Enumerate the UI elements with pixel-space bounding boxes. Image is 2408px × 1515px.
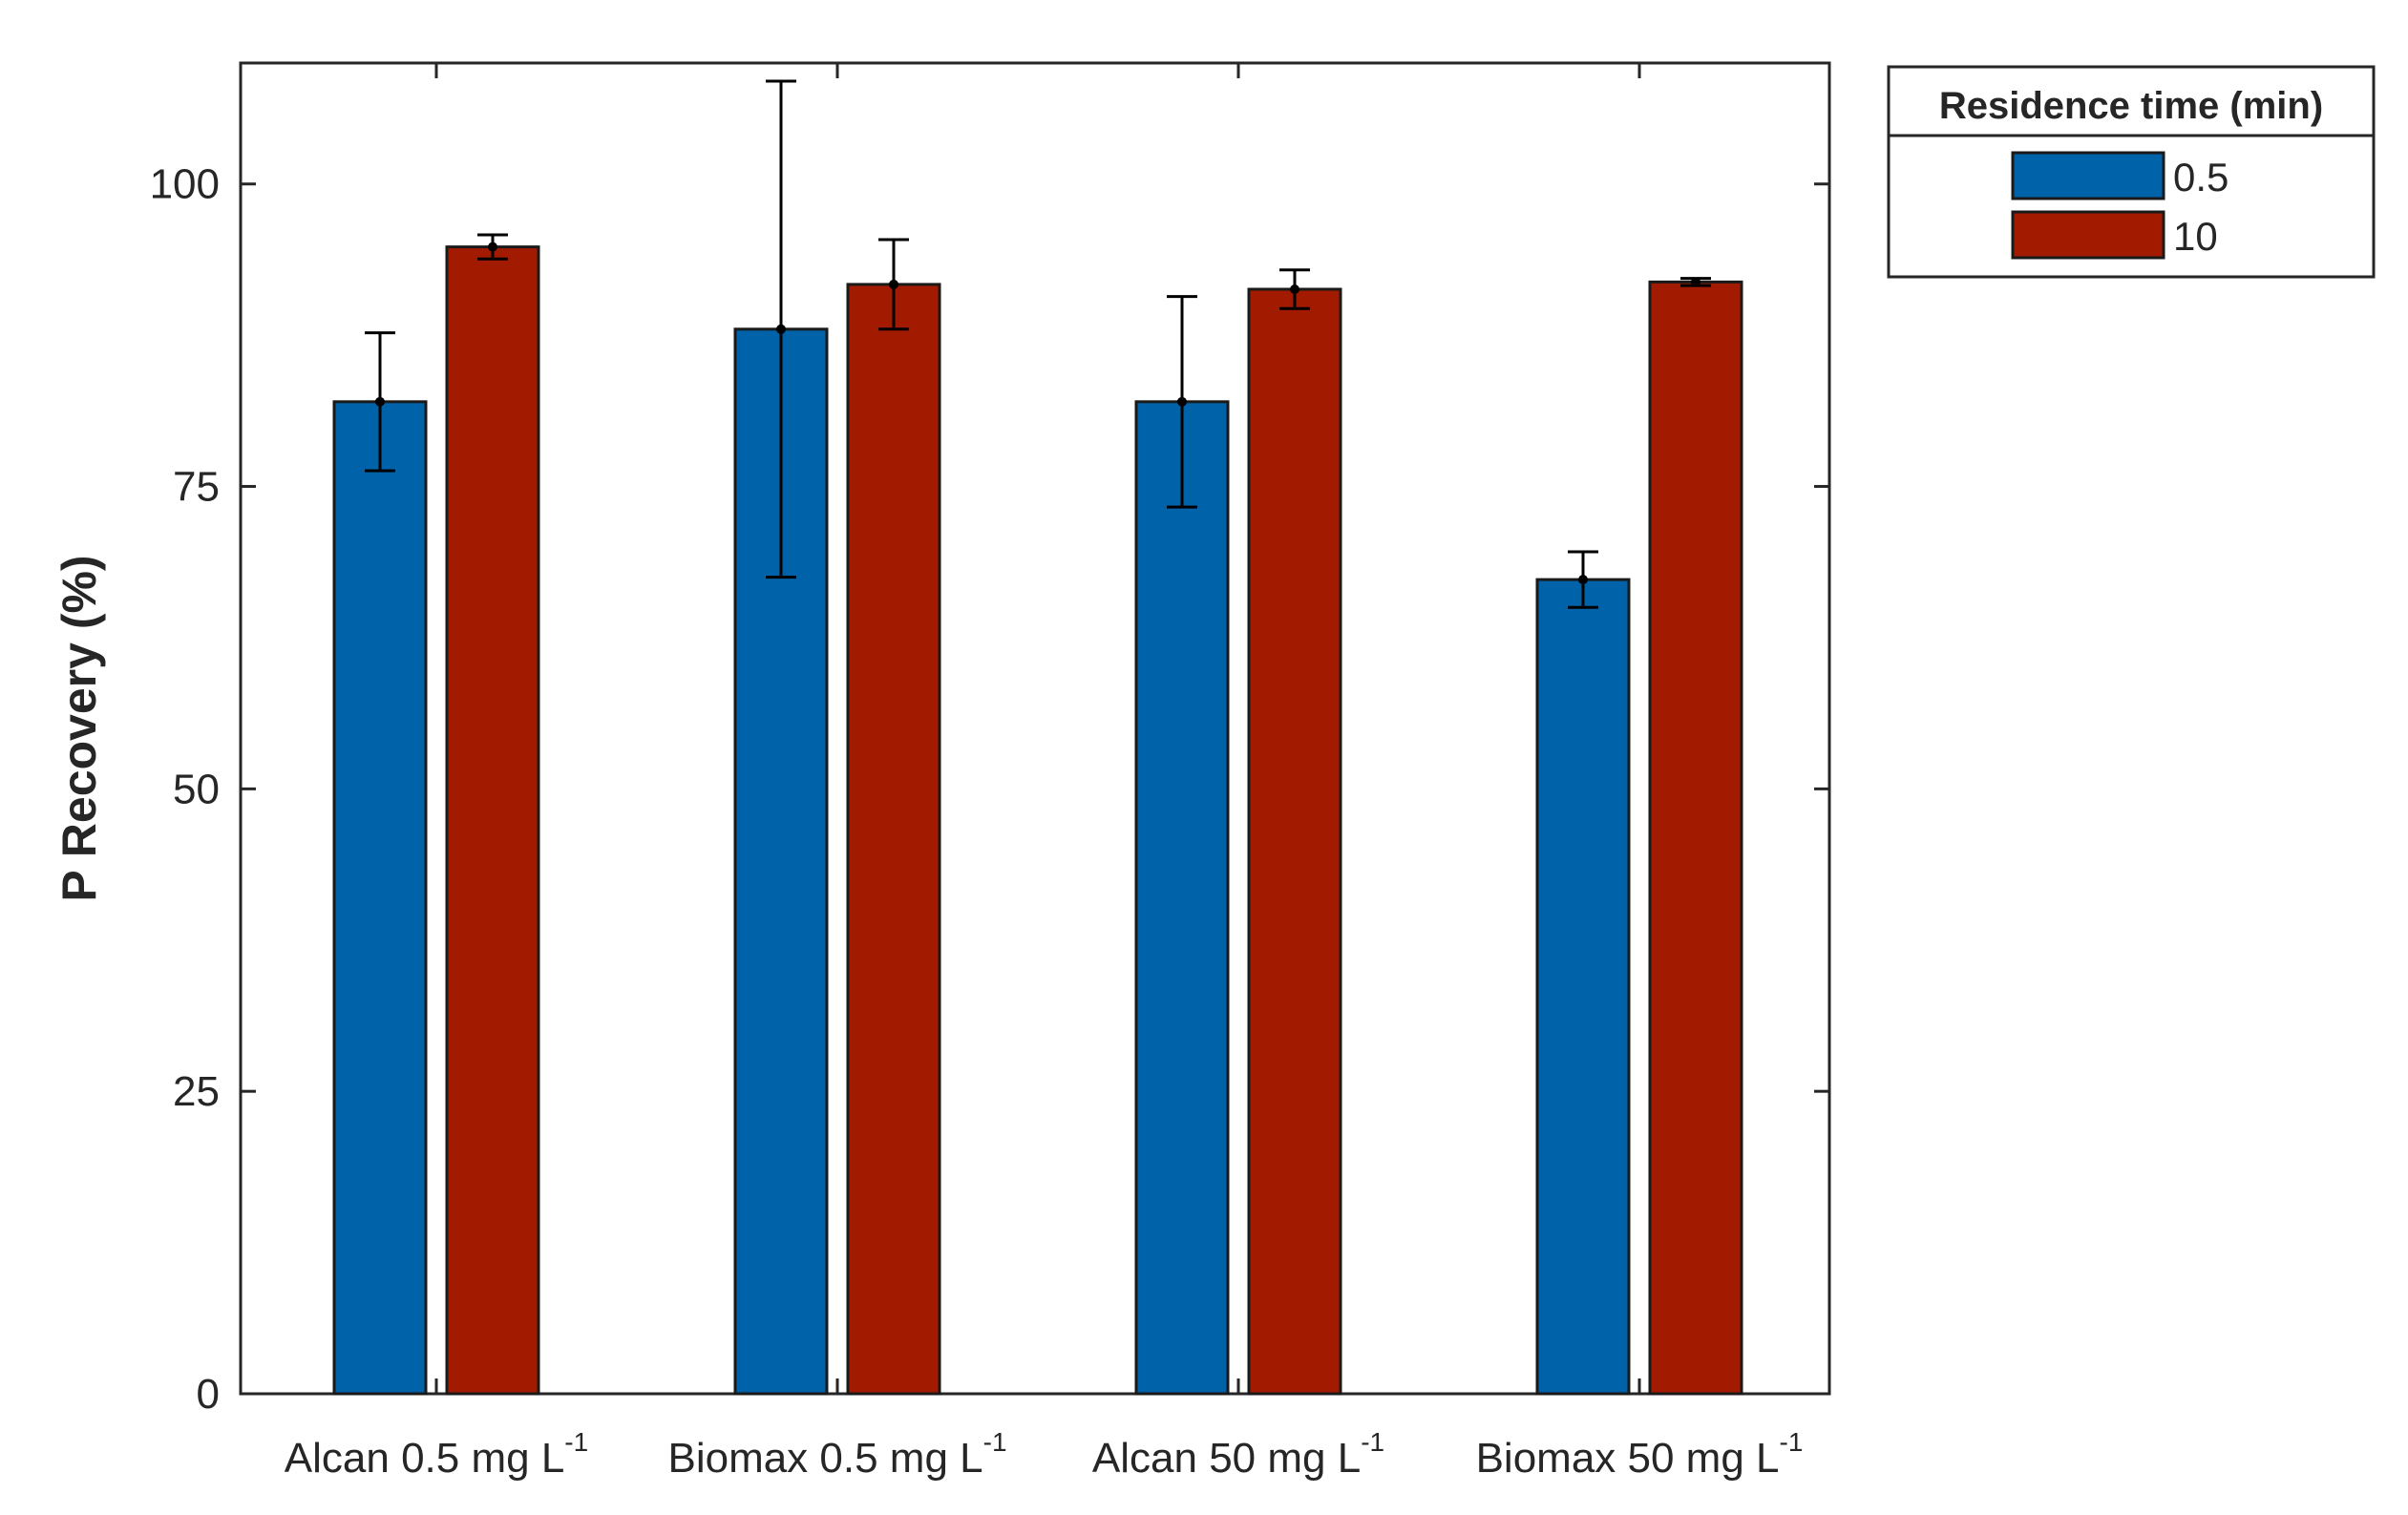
legend-label: 0.5: [2173, 155, 2228, 200]
y-tick-label: 25: [173, 1068, 220, 1115]
x-category-label: Alcan 0.5 mg L-1: [285, 1427, 588, 1482]
y-tick-label: 50: [173, 766, 220, 812]
bar-10-1: [846, 283, 941, 1396]
x-category-label-base: Alcan 0.5 mg L: [285, 1435, 565, 1482]
x-category-label-superscript: -1: [1361, 1427, 1384, 1457]
x-category-label-base: Alcan 50 mg L: [1092, 1435, 1361, 1482]
mean-marker: [889, 279, 898, 289]
legend-items: 0.510: [2011, 151, 2228, 260]
legend-label: 10: [2173, 214, 2218, 259]
legend-swatch-0.5: [2011, 151, 2165, 200]
mean-marker: [1578, 575, 1588, 585]
mean-marker: [776, 324, 786, 334]
mean-marker: [1691, 277, 1700, 287]
x-category-label-base: Biomax 0.5 mg L: [667, 1435, 982, 1482]
x-category-label-superscript: -1: [564, 1427, 588, 1457]
bar-0.5-3: [1535, 578, 1631, 1396]
legend: Residence time (min) 0.510: [1887, 65, 2376, 279]
x-category-label-base: Biomax 50 mg L: [1476, 1435, 1780, 1482]
bar-10-3: [1648, 280, 1743, 1396]
mean-marker: [1177, 396, 1187, 407]
x-category-label-superscript: -1: [983, 1427, 1007, 1457]
y-tick-label: 75: [173, 464, 220, 511]
x-category-label: Biomax 0.5 mg L-1: [667, 1427, 1006, 1482]
bar-0.5-2: [1134, 400, 1230, 1396]
mean-marker: [488, 242, 497, 252]
bar-0.5-0: [332, 400, 428, 1396]
y-tick-label: 100: [150, 161, 220, 208]
x-category-label: Alcan 50 mg L-1: [1092, 1427, 1384, 1482]
legend-title: Residence time (min): [1939, 85, 2323, 127]
y-tick-label: 0: [197, 1371, 220, 1418]
bar-10-2: [1247, 287, 1342, 1396]
bar-10-0: [445, 245, 540, 1396]
y-axis-label: P Recovery (%): [53, 555, 106, 901]
mean-marker: [1290, 284, 1299, 294]
axis-ticks: [241, 63, 1829, 1396]
x-category-label: Biomax 50 mg L-1: [1476, 1427, 1804, 1482]
mean-marker: [375, 396, 385, 407]
bars: [332, 79, 1743, 1396]
x-category-label-superscript: -1: [1780, 1427, 1804, 1457]
legend-swatch-10: [2011, 210, 2165, 260]
